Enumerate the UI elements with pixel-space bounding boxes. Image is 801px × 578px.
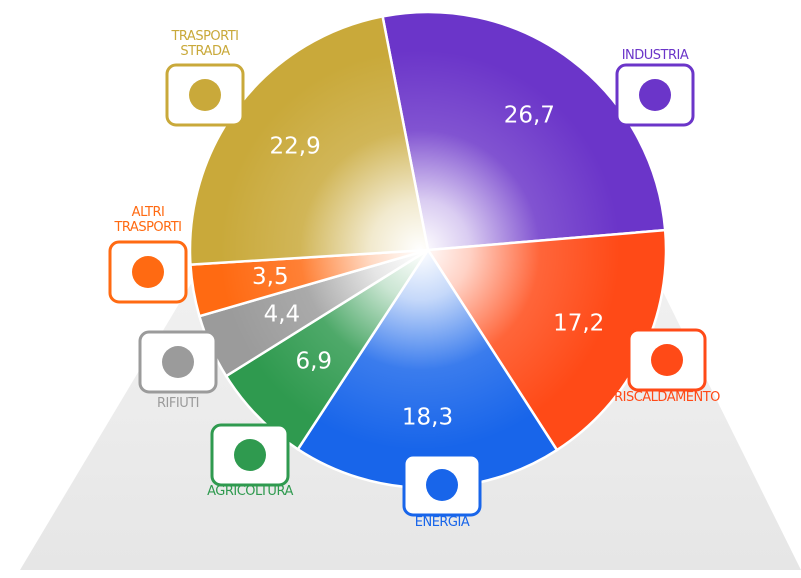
value-label: 18,3 — [402, 404, 453, 430]
glow — [220, 50, 620, 450]
category-label: RIFIUTI — [157, 396, 199, 411]
value-label: 4,4 — [264, 302, 301, 328]
icon — [162, 346, 194, 378]
icon — [189, 79, 221, 111]
icon — [639, 79, 671, 111]
category-label: AGRICOLTURA — [207, 484, 293, 499]
icon — [426, 469, 458, 501]
value-label: 6,9 — [295, 348, 332, 374]
icon — [651, 344, 683, 376]
value-label: 26,7 — [504, 103, 555, 129]
value-label: 3,5 — [252, 264, 289, 290]
category-label: ALTRI TRASPORTI — [114, 205, 182, 235]
category-label: INDUSTRIA — [621, 48, 689, 63]
value-label: 22,9 — [270, 134, 321, 160]
category-label: ENERGIA — [414, 515, 470, 530]
icon — [132, 256, 164, 288]
category-label: RISCALDAMENTO — [614, 390, 720, 405]
icon — [234, 439, 266, 471]
category-label: TRASPORTI STRADA — [171, 29, 239, 59]
value-label: 17,2 — [553, 311, 604, 337]
